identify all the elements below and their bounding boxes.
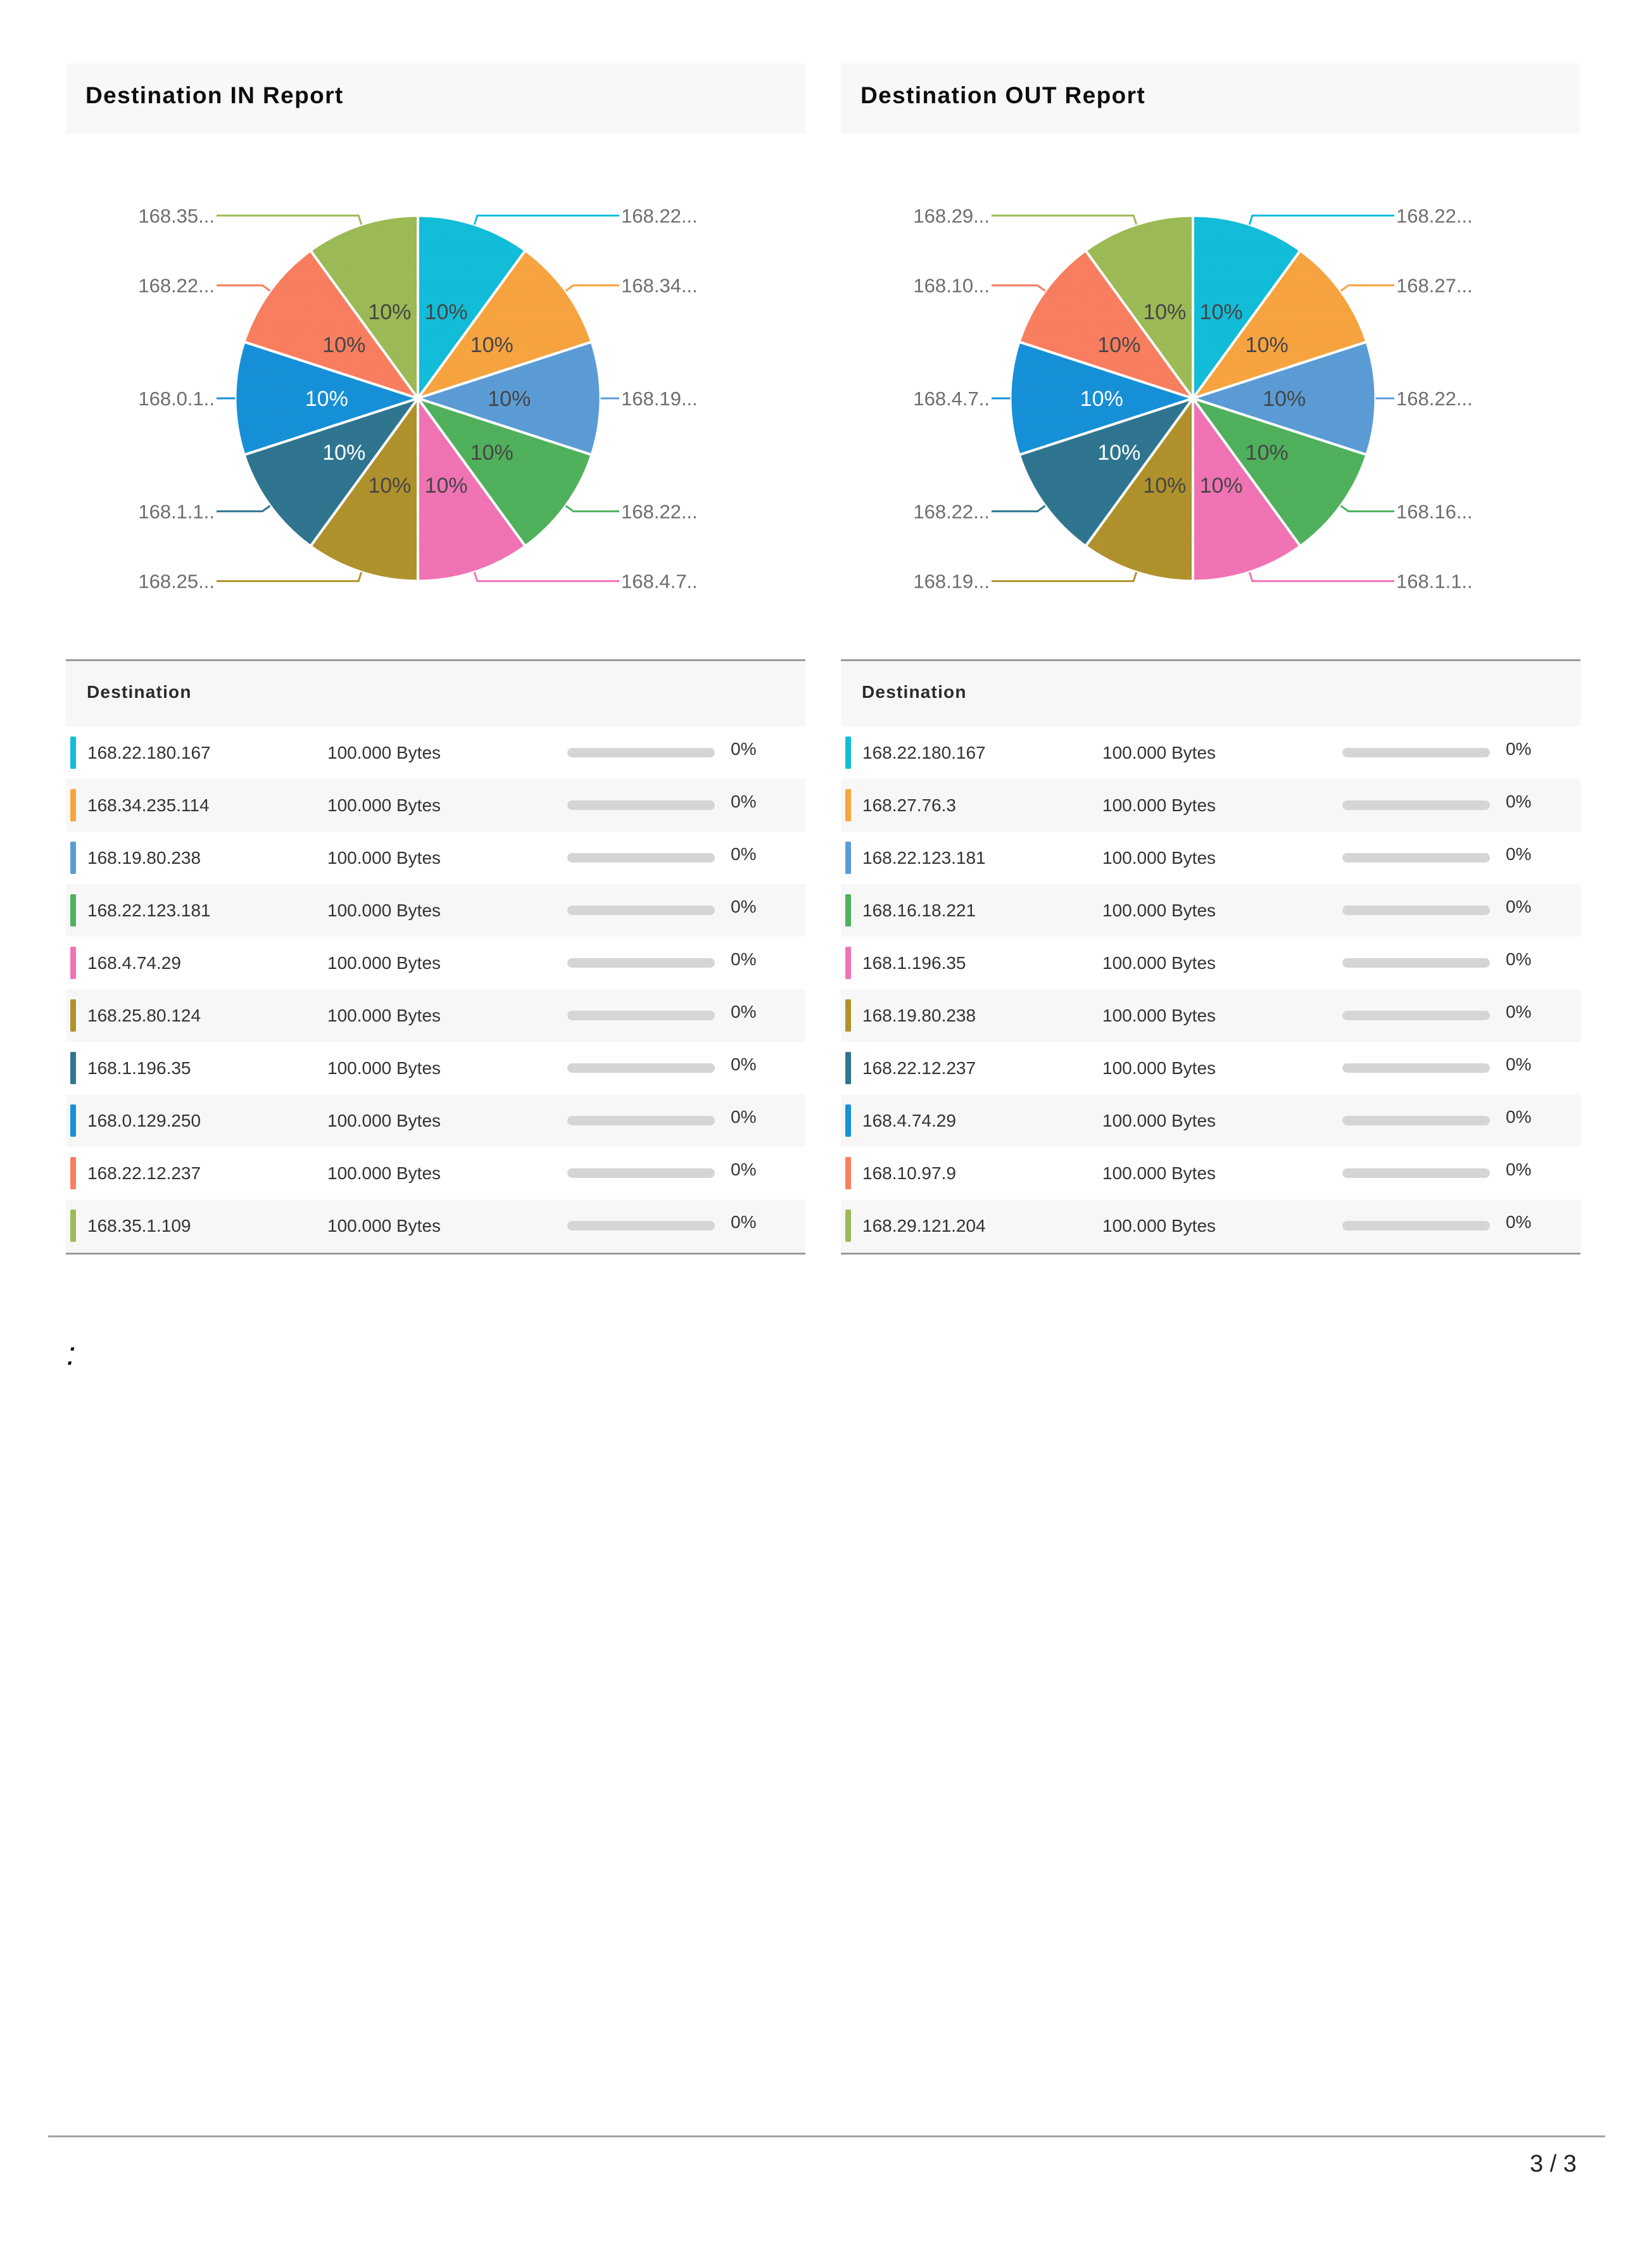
svg-text:168.19...: 168.19... [913,571,990,593]
svg-text:10%: 10% [470,441,514,465]
svg-text:168.27...: 168.27... [1396,275,1473,297]
svg-text:10%: 10% [1080,387,1123,411]
svg-text:168.19...: 168.19... [621,388,698,410]
svg-text:168.4.7..: 168.4.7.. [913,388,990,410]
svg-text:168.22...: 168.22... [621,205,698,227]
svg-text:168.22...: 168.22... [1396,205,1473,227]
svg-text:10%: 10% [305,387,348,411]
svg-text:10%: 10% [322,333,365,357]
svg-text:168.1.1..: 168.1.1.. [138,500,215,522]
svg-text:10%: 10% [1097,441,1140,465]
svg-text:168.1.1..: 168.1.1.. [1396,571,1473,593]
svg-text:168.4.7..: 168.4.7.. [621,571,698,593]
svg-text:10%: 10% [1245,441,1289,465]
svg-text:168.34...: 168.34... [621,275,698,297]
svg-text:168.22...: 168.22... [913,500,990,522]
svg-text:168.22...: 168.22... [138,275,215,297]
svg-text:10%: 10% [1097,333,1140,357]
svg-text:10%: 10% [1200,474,1243,498]
svg-text:168.35...: 168.35... [138,205,215,227]
svg-text:10%: 10% [1143,300,1186,324]
svg-text:10%: 10% [470,333,514,357]
svg-text:168.29...: 168.29... [913,205,990,227]
svg-text:10%: 10% [1143,474,1186,498]
svg-text:10%: 10% [425,474,468,498]
svg-text:168.25...: 168.25... [138,571,215,593]
svg-text:168.10...: 168.10... [913,275,990,297]
svg-text:10%: 10% [368,300,411,324]
svg-text:168.16...: 168.16... [1396,500,1473,522]
svg-text:10%: 10% [322,441,365,465]
svg-text:10%: 10% [425,300,468,324]
svg-text:168.22...: 168.22... [621,500,698,522]
svg-text:10%: 10% [1245,333,1289,357]
svg-text:168.22...: 168.22... [1396,388,1473,410]
svg-text:10%: 10% [368,474,411,498]
svg-text:10%: 10% [1263,387,1306,411]
svg-text:10%: 10% [1200,300,1243,324]
svg-text:10%: 10% [488,387,531,411]
svg-text:168.0.1..: 168.0.1.. [138,388,215,410]
